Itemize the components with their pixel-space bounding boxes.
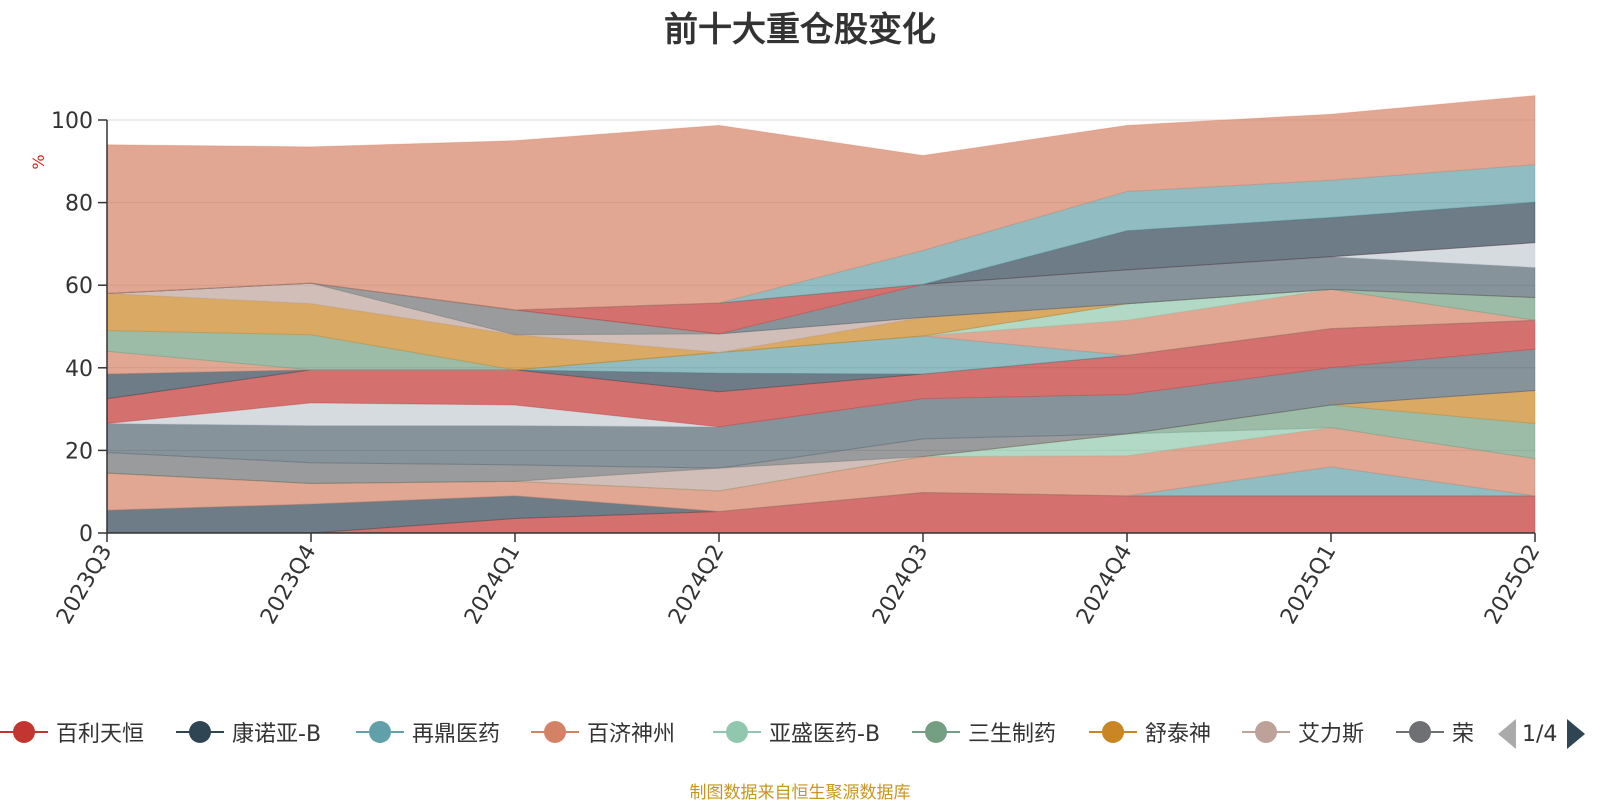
legend-swatch-icon bbox=[1242, 712, 1290, 752]
legend-prev-arrow-icon[interactable] bbox=[1498, 719, 1516, 749]
area-series-10[interactable] bbox=[106, 348, 1536, 469]
legend-label: 亚盛医药-B bbox=[769, 722, 881, 747]
legend-item[interactable]: 百利天恒 bbox=[0, 712, 144, 752]
x-tick-label: 2024Q3 bbox=[868, 541, 933, 629]
x-tick-label: 2024Q1 bbox=[460, 541, 525, 629]
legend-swatch-icon bbox=[1089, 712, 1137, 752]
y-tick-label: 0 bbox=[79, 522, 93, 547]
area-series-4[interactable] bbox=[106, 427, 1536, 513]
legend-label: 艾力斯 bbox=[1298, 722, 1365, 747]
legend-swatch-icon bbox=[912, 712, 960, 752]
y-tick-label: 80 bbox=[65, 192, 93, 217]
x-tick-label: 2024Q2 bbox=[664, 541, 729, 629]
legend-label: 康诺亚-B bbox=[232, 722, 322, 747]
legend-item[interactable]: 舒泰神 bbox=[1089, 712, 1211, 752]
legend-item[interactable]: 百济神州 bbox=[531, 712, 675, 752]
chart-title: 前十大重仓股变化 bbox=[664, 10, 936, 50]
legend-label: 百济神州 bbox=[587, 722, 676, 747]
legend-label: 百利天恒 bbox=[56, 722, 145, 747]
legend-label: 再鼎医药 bbox=[412, 722, 501, 747]
source-note: 制图数据来自恒生聚源数据库 bbox=[689, 783, 911, 803]
area-series bbox=[106, 95, 1536, 534]
legend-next-arrow-icon[interactable] bbox=[1567, 719, 1586, 749]
area-series-7[interactable] bbox=[106, 389, 1536, 492]
x-tick-label: 2023Q4 bbox=[256, 541, 321, 629]
area-series-26[interactable] bbox=[106, 95, 1536, 311]
y-tick-label: 60 bbox=[65, 274, 93, 299]
area-series-12[interactable] bbox=[106, 319, 1536, 428]
legend-item[interactable]: 荣 bbox=[1396, 712, 1474, 752]
y-axis-label: % bbox=[29, 154, 48, 169]
legend-page-indicator: 1/4 bbox=[1522, 721, 1558, 747]
legend-swatch-icon bbox=[0, 712, 48, 752]
legend-item[interactable]: 三生制药 bbox=[912, 712, 1056, 752]
x-tick-label: 2023Q3 bbox=[52, 541, 117, 629]
y-tick-label: 100 bbox=[51, 109, 93, 134]
legend-swatch-icon bbox=[1396, 712, 1444, 752]
legend-swatch-icon bbox=[356, 712, 404, 752]
x-tick-label: 2025Q2 bbox=[1480, 541, 1545, 629]
legend-item[interactable]: 亚盛医药-B bbox=[713, 712, 880, 752]
legend-item[interactable]: 再鼎医药 bbox=[356, 712, 500, 752]
legend-item[interactable]: 艾力斯 bbox=[1242, 712, 1364, 752]
legend-swatch-icon bbox=[176, 712, 224, 752]
legend-pager: 1/4 bbox=[1498, 718, 1586, 750]
legend-item[interactable]: 康诺亚-B bbox=[176, 712, 321, 752]
x-tick-label: 2024Q4 bbox=[1072, 541, 1137, 629]
legend-label: 三生制药 bbox=[968, 722, 1057, 747]
legend-label: 荣 bbox=[1452, 722, 1475, 747]
area-series-6[interactable] bbox=[106, 404, 1536, 492]
y-tick-label: 40 bbox=[65, 357, 93, 382]
legend: 百利天恒 康诺亚-B 再鼎医药 百济神州 亚盛医药-B 三生制药 舒泰神 艾力斯 荣 bbox=[0, 712, 1600, 752]
y-tick-label: 20 bbox=[65, 439, 93, 464]
legend-swatch-icon bbox=[531, 712, 579, 752]
x-tick-label: 2025Q1 bbox=[1276, 541, 1341, 629]
legend-swatch-icon bbox=[713, 712, 761, 752]
legend-label: 舒泰神 bbox=[1145, 722, 1212, 747]
